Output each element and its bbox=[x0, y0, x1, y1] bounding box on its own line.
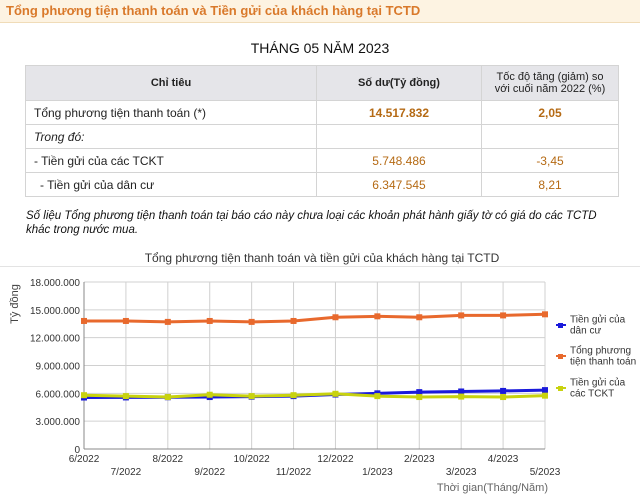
row-label: Tổng phương tiện thanh toán (*) bbox=[25, 100, 317, 125]
x-tick-label: 2/2023 bbox=[404, 454, 435, 465]
x-tick-label: 11/2022 bbox=[276, 467, 312, 478]
legend-label: Tiền gửi của các TCKT bbox=[570, 377, 626, 400]
data-point bbox=[416, 314, 423, 321]
data-point bbox=[206, 391, 213, 398]
data-point bbox=[206, 317, 213, 324]
data-point bbox=[500, 387, 507, 394]
x-tick-label: 12/2022 bbox=[317, 454, 354, 465]
x-tick-label: 7/2022 bbox=[111, 467, 142, 478]
row-growth: 2,05 bbox=[481, 100, 619, 125]
page-header: Tổng phương tiện thanh toán và Tiền gửi … bbox=[0, 0, 640, 23]
data-point bbox=[542, 311, 548, 318]
x-tick-label: 4/2023 bbox=[488, 454, 519, 465]
data-point bbox=[332, 390, 339, 397]
y-tick-label: 9.000.000 bbox=[36, 362, 81, 373]
y-axis-label: Tỷ đồng bbox=[9, 284, 21, 324]
legend-label: Tiền gửi của dân cư bbox=[570, 314, 626, 337]
data-point bbox=[458, 312, 465, 319]
chart-series bbox=[81, 311, 548, 401]
legend-marker bbox=[558, 354, 563, 359]
table-row: - Tiền gửi của dân cư 6.347.545 8,21 bbox=[25, 172, 619, 197]
table-header-balance: Số dư(Tỷ đồng) bbox=[316, 65, 482, 101]
table-header-row: Chỉ tiêu Số dư(Tỷ đồng) Tốc độ tăng (giả… bbox=[25, 65, 619, 101]
row-label: - Tiền gửi của các TCKT bbox=[25, 148, 317, 173]
data-point bbox=[290, 392, 297, 399]
table-row: Tổng phương tiện thanh toán (*) 14.517.8… bbox=[25, 100, 619, 125]
legend-label: Tổng phương tiện thanh toán bbox=[570, 345, 636, 368]
x-tick-label: 10/2022 bbox=[234, 454, 271, 465]
data-point bbox=[248, 318, 255, 325]
series-line bbox=[84, 312, 546, 324]
data-point bbox=[416, 394, 423, 401]
x-tick-label: 6/2022 bbox=[69, 454, 100, 465]
table-row: - Tiền gửi của các TCKT 5.748.486 -3,45 bbox=[25, 148, 619, 173]
data-point bbox=[164, 394, 171, 401]
data-point bbox=[81, 317, 87, 324]
stats-table: Chỉ tiêu Số dư(Tỷ đồng) Tốc độ tăng (giả… bbox=[25, 65, 619, 197]
row-growth bbox=[481, 124, 619, 149]
y-tick-label: 0 bbox=[74, 445, 80, 456]
page-title: Tổng phương tiện thanh toán và Tiền gửi … bbox=[6, 3, 421, 18]
table-header-indicator: Chỉ tiêu bbox=[25, 65, 317, 101]
line-chart: Tổng phương tiện thanh toán và tiền gửi … bbox=[9, 251, 636, 494]
data-point bbox=[248, 393, 255, 400]
chart-legend: Tiền gửi của dân cư Tổng phương tiện thanh … bbox=[556, 314, 636, 400]
x-tick-label: 1/2023 bbox=[362, 467, 393, 478]
data-point bbox=[290, 317, 297, 324]
data-point bbox=[542, 387, 548, 394]
data-point bbox=[374, 393, 381, 400]
y-tick-label: 6.000.000 bbox=[36, 389, 81, 400]
y-tick-label: 15.000.000 bbox=[30, 306, 80, 317]
data-point bbox=[122, 393, 129, 400]
data-point bbox=[416, 389, 423, 396]
table-header-growth: Tốc độ tăng (giảm) so với cuối năm 2022 … bbox=[481, 65, 619, 101]
row-balance: 5.748.486 bbox=[316, 148, 482, 173]
data-point bbox=[164, 318, 171, 325]
data-point bbox=[500, 394, 507, 401]
data-point bbox=[458, 393, 465, 400]
data-point bbox=[542, 392, 548, 399]
chart-title: Tổng phương tiện thanh toán và tiền gửi … bbox=[145, 251, 500, 265]
x-tick-label: 3/2023 bbox=[446, 467, 477, 478]
row-label: - Tiền gửi của dân cư bbox=[25, 172, 317, 197]
legend-marker bbox=[558, 386, 563, 391]
data-point bbox=[458, 388, 465, 395]
row-growth: -3,45 bbox=[481, 148, 619, 173]
row-growth: 8,21 bbox=[481, 172, 619, 197]
row-balance bbox=[316, 124, 482, 149]
report-month-title: THÁNG 05 NĂM 2023 bbox=[250, 40, 390, 56]
y-tick-label: 18.000.000 bbox=[30, 278, 80, 289]
y-tick-label: 12.000.000 bbox=[30, 334, 80, 345]
x-tick-label: 8/2022 bbox=[153, 454, 184, 465]
chart-axes: 0 3.000.000 6.000.000 9.000.000 12.000.000 15… bbox=[30, 278, 561, 478]
table-row: Trong đó: bbox=[25, 124, 619, 149]
data-point bbox=[500, 312, 507, 319]
y-tick-label: 3.000.000 bbox=[36, 417, 81, 428]
data-point bbox=[374, 313, 381, 320]
chart-grid bbox=[83, 281, 546, 450]
legend-marker bbox=[558, 323, 563, 328]
x-axis-label: Thời gian(Tháng/Năm) bbox=[437, 482, 548, 494]
series-line bbox=[83, 392, 546, 399]
x-tick-label: 9/2022 bbox=[194, 467, 225, 478]
row-balance: 6.347.545 bbox=[316, 172, 482, 197]
row-label: Trong đó: bbox=[25, 124, 317, 149]
divider bbox=[0, 266, 640, 267]
x-tick-label: 5/2023 bbox=[530, 467, 561, 478]
data-point bbox=[122, 317, 129, 324]
footnote: Số liệu Tổng phương tiện thanh toán tại … bbox=[26, 210, 597, 236]
data-point bbox=[332, 314, 339, 321]
row-balance: 14.517.832 bbox=[316, 100, 482, 125]
data-point bbox=[81, 392, 87, 399]
